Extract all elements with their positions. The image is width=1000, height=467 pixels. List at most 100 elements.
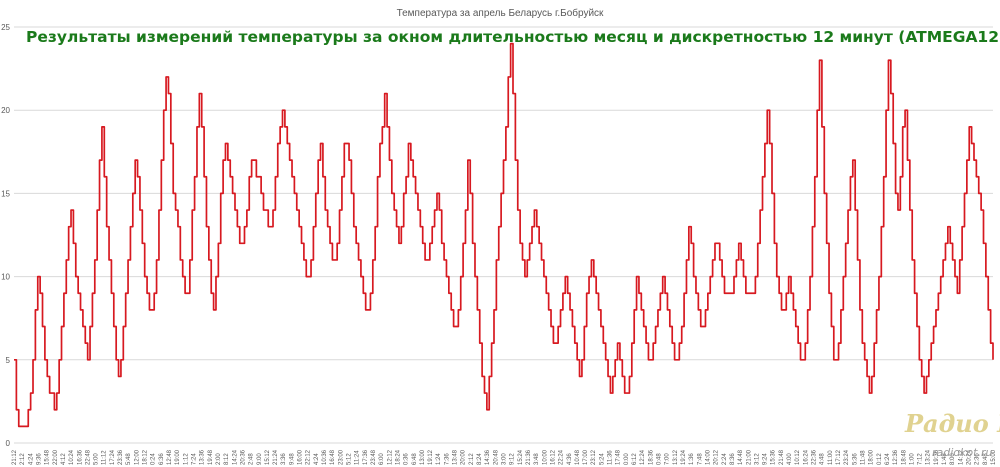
x-tick-label: 16:24 (803, 449, 809, 465)
x-tick-label: 21:36 (526, 449, 532, 465)
x-tick-label: 19:48 (208, 449, 214, 465)
watermark-url: radiokot.ru (932, 446, 992, 459)
x-tick-label: 1:00 (909, 453, 915, 465)
x-tick-label: 0:00 (624, 453, 630, 465)
x-tick-label: 3:12 (754, 453, 760, 465)
x-tick-label: 18:36 (648, 449, 654, 465)
x-tick-label: 10:24 (69, 449, 75, 465)
x-tick-label: 12:36 (893, 449, 899, 465)
x-tick-label: 16:00 (298, 449, 304, 465)
x-tick-label: 15:48 (45, 449, 51, 465)
x-tick-label: 7:12 (918, 453, 924, 465)
x-tick-label: 6:00 (379, 453, 385, 465)
x-tick-label: 20:48 (493, 449, 499, 465)
x-tick-label: 18:00 (869, 449, 875, 465)
x-tick-label: 15:12 (265, 449, 271, 465)
x-tick-label: 17:48 (616, 449, 622, 465)
x-tick-label: 0:48 (657, 453, 663, 465)
x-tick-label: 2:12 (469, 453, 475, 465)
x-tick-label: 22:12 (306, 449, 312, 465)
x-tick-label: 23:24 (844, 449, 850, 465)
x-tick-label: 4:12 (61, 453, 67, 465)
x-tick-label: 19:36 (934, 449, 940, 465)
x-tick-label: 9:00 (257, 453, 263, 465)
x-tick-label: 3:36 (281, 453, 287, 465)
x-tick-label: 22:24 (559, 449, 565, 465)
x-tick-label: 2:00 (216, 453, 222, 465)
x-tick-label: 13:12 (673, 449, 679, 465)
x-tick-label: 9:24 (763, 453, 769, 465)
x-tick-label: 4:24 (28, 453, 34, 465)
x-tick-label: 10:12 (795, 449, 801, 465)
y-tick-label: 10 (1, 273, 10, 282)
x-tick-label: 21:12 (12, 449, 18, 465)
x-tick-label: 21:48 (779, 449, 785, 465)
x-tick-label: 22:00 (53, 449, 59, 465)
x-tick-label: 2:12 (20, 453, 26, 465)
x-tick-label: 12:12 (387, 449, 393, 465)
x-tick-label: 12:00 (134, 449, 140, 465)
x-tick-label: 11:00 (828, 450, 834, 465)
x-tick-label: 4:36 (567, 453, 573, 465)
watermark-title: Радио КОТ (904, 409, 1000, 438)
x-tick-label: 8:12 (224, 453, 230, 465)
x-tick-label: 6:36 (159, 453, 165, 465)
x-tick-label: 21:00 (746, 449, 752, 465)
x-tick-label: 8:24 (477, 453, 483, 465)
x-tick-label: 4:00 (787, 453, 793, 465)
x-tick-label: 18:24 (395, 449, 401, 465)
x-tick-label: 11:36 (608, 450, 614, 465)
x-tick-label: 19:24 (681, 449, 687, 465)
x-tick-label: 14:12 (958, 449, 964, 465)
x-tick-label: 7:00 (665, 453, 671, 465)
x-tick-label: 13:48 (453, 449, 459, 465)
x-tick-label: 5:24 (599, 453, 605, 465)
x-tick-label: 11:12 (102, 450, 108, 465)
x-tick-label: 22:48 (85, 449, 91, 465)
gridlines (14, 26, 993, 444)
x-tick-label: 9:12 (510, 453, 516, 465)
x-tick-label: 5:48 (126, 453, 132, 465)
series-line-temperature (14, 42, 994, 428)
x-tick-label: 13:36 (200, 449, 206, 465)
x-tick-label: 15:00 (991, 449, 997, 465)
x-tick-label: 1:48 (942, 453, 948, 465)
x-tick-label: 15:24 (518, 449, 524, 465)
x-tick-label: 0:12 (877, 453, 883, 465)
x-tick-label: 5:00 (94, 453, 100, 465)
x-tick-label: 23:36 (118, 449, 124, 465)
x-tick-label: 19:00 (175, 449, 181, 465)
x-tick-label: 6:24 (885, 453, 891, 465)
x-tick-label: 16:36 (77, 449, 83, 465)
x-tick-label: 9:48 (289, 453, 295, 465)
x-tick-label: 13:24 (926, 449, 932, 465)
x-tick-label: 10:00 (542, 449, 548, 465)
x-tick-label: 17:24 (110, 449, 116, 465)
x-tick-label: 8:00 (950, 453, 956, 465)
x-tick-label: 12:24 (640, 449, 646, 465)
x-tick-label: 4:24 (314, 453, 320, 465)
temperature-series (14, 42, 994, 428)
y-tick-label: 15 (1, 189, 10, 198)
x-axis-tick-labels: 21:12 2:12 4:24 9:36 15:48 22:00 4:12 10:24 16:3… (12, 449, 997, 465)
x-tick-label: 20:36 (240, 449, 246, 465)
x-tick-label: 20:00 (461, 449, 467, 465)
x-tick-label: 14:24 (232, 449, 238, 465)
x-tick-label: 6:48 (412, 453, 418, 465)
x-tick-label: 18:48 (901, 449, 907, 465)
x-tick-label: 7:24 (191, 453, 197, 465)
chart-title: Температура за апрель Беларусь г.Бобруйс… (397, 7, 604, 19)
x-tick-label: 8:36 (730, 453, 736, 465)
chart-annotation-headline: Результаты измерений температуры за окно… (26, 28, 1000, 46)
x-tick-label: 7:48 (697, 453, 703, 465)
x-tick-label: 20:12 (714, 449, 720, 465)
x-tick-label: 23:12 (591, 449, 597, 465)
x-tick-label: 18:12 (143, 449, 149, 465)
x-tick-label: 3:48 (534, 453, 540, 465)
y-tick-label: 5 (6, 356, 11, 365)
x-tick-label: 8:48 (983, 453, 989, 465)
x-tick-label: 7:36 (444, 453, 450, 465)
y-tick-label: 25 (1, 23, 10, 32)
